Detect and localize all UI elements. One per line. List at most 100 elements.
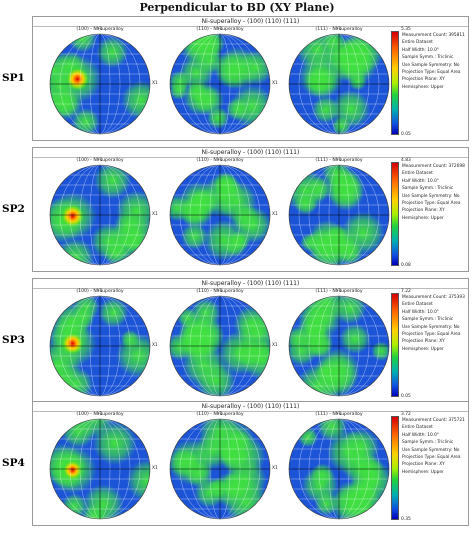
colorbar-min-label: 0.05 <box>401 394 411 399</box>
pole-figure <box>169 33 271 135</box>
y-axis-label: Y1 <box>97 158 103 163</box>
colorbar-max-label: 7.22 <box>401 289 411 294</box>
pole-figure-panel: Ni-superalloy - (100) (110) (111) (100) -… <box>32 278 469 403</box>
dataset-info-line: Use Sample Symmetry: No <box>402 324 460 330</box>
dataset-info-line: Projection Plane: XY <box>402 77 445 83</box>
colorbar <box>391 416 399 520</box>
pole-figure-title: (100) - Ni-superalloy <box>76 289 124 294</box>
dataset-info-line: Projection Plane: XY <box>402 339 445 345</box>
dataset-info-line: Sample Symm.: Triclinic <box>402 186 454 192</box>
y-axis-label: Y1 <box>217 158 223 163</box>
y-axis-label: Y1 <box>217 289 223 294</box>
colorbar-max-label: 3.72 <box>401 412 411 417</box>
dataset-info-line: Hemisphere: Upper <box>402 84 444 90</box>
panel-header: Ni-superalloy - (100) (110) (111) <box>33 148 468 158</box>
colorbar <box>391 31 399 135</box>
pole-figure-panel: Ni-superalloy - (100) (110) (111) (100) -… <box>32 147 469 272</box>
dataset-info-line: Half Width: 10.0° <box>402 178 439 184</box>
dataset-info-line: Use Sample Symmetry: No <box>402 193 460 199</box>
dataset-info-line: Half Width: 10.0° <box>402 432 439 438</box>
y-axis-label: Y1 <box>97 289 103 294</box>
colorbar-max-label: 4.83 <box>401 158 411 163</box>
dataset-info: Measurement Count: 372698 Entire Dataset H… <box>402 163 465 222</box>
dataset-info-line: Half Width: 10.0° <box>402 309 439 315</box>
pole-figure <box>288 295 390 397</box>
dataset-info-line: Entire Dataset <box>402 171 433 177</box>
dataset-info: Measurement Count: 375721 Entire Dataset H… <box>402 417 465 476</box>
pole-figure-panel: Ni-superalloy - (100) (110) (111) (100) -… <box>32 401 469 526</box>
pole-figure-title: (110) - Ni-superalloy <box>196 158 244 163</box>
dataset-info-line: Sample Symm.: Triclinic <box>402 317 454 323</box>
dataset-info-line: Sample Symm.: Triclinic <box>402 440 454 446</box>
colorbar-min-label: 0.08 <box>401 263 411 268</box>
y-axis-label: Y1 <box>97 412 103 417</box>
pole-figure <box>169 164 271 266</box>
y-axis-label: Y1 <box>336 289 342 294</box>
sample-label: SP1 <box>2 71 25 84</box>
y-axis-label: Y1 <box>217 412 223 417</box>
pole-figure-title: (100) - Ni-superalloy <box>76 412 124 417</box>
dataset-info-line: Hemisphere: Upper <box>402 469 444 475</box>
dataset-info-line: Projection Plane: XY <box>402 462 445 468</box>
dataset-info-line: Measurement Count: 375721 <box>402 418 465 423</box>
y-axis-label: Y1 <box>217 27 223 32</box>
dataset-info-line: Hemisphere: Upper <box>402 346 444 352</box>
x-axis-label: X1 <box>272 466 278 471</box>
y-axis-label: Y1 <box>97 27 103 32</box>
panel-header: Ni-superalloy - (100) (110) (111) <box>33 279 468 289</box>
dataset-info-line: Projection Type: Equal Area <box>402 455 461 461</box>
x-axis-label: X1 <box>152 466 158 471</box>
x-axis-label: X1 <box>272 81 278 86</box>
x-axis-label: X1 <box>272 343 278 348</box>
colorbar-max-label: 5.35 <box>401 27 411 32</box>
panel-header: Ni-superalloy - (100) (110) (111) <box>33 402 468 412</box>
dataset-info-line: Use Sample Symmetry: No <box>402 447 460 453</box>
x-axis-label: X1 <box>152 81 158 86</box>
pole-figure-title: (111) - Ni-superalloy <box>315 158 363 163</box>
dataset-info-line: Entire Dataset <box>402 40 433 46</box>
dataset-info-line: Entire Dataset <box>402 425 433 431</box>
pole-figure <box>49 418 151 520</box>
x-axis-label: X1 <box>272 212 278 217</box>
dataset-info-line: Measurement Count: 375393 <box>402 295 465 300</box>
dataset-info-line: Measurement Count: 372698 <box>402 164 465 169</box>
dataset-info: Measurement Count: 375393 Entire Dataset H… <box>402 294 465 353</box>
dataset-info-line: Sample Symm.: Triclinic <box>402 55 454 61</box>
sample-label: SP2 <box>2 202 25 215</box>
pole-figure <box>49 295 151 397</box>
sample-label: SP3 <box>2 333 25 346</box>
pole-figure <box>288 418 390 520</box>
x-axis-label: X1 <box>152 343 158 348</box>
y-axis-label: Y1 <box>336 27 342 32</box>
dataset-info-line: Hemisphere: Upper <box>402 215 444 221</box>
pole-figure-panel: Ni-superalloy - (100) (110) (111) (100) -… <box>32 16 469 141</box>
dataset-info: Measurement Count: 395811 Entire Dataset H… <box>402 32 465 91</box>
figure-title: Perpendicular to BD (XY Plane) <box>139 1 335 14</box>
pole-figure-title: (111) - Ni-superalloy <box>315 27 363 32</box>
pole-figure <box>169 295 271 397</box>
dataset-info-line: Projection Type: Equal Area <box>402 70 461 76</box>
pole-figure-title: (100) - Ni-superalloy <box>76 27 124 32</box>
x-axis-label: X1 <box>152 212 158 217</box>
pole-figure <box>288 33 390 135</box>
dataset-info-line: Half Width: 10.0° <box>402 47 439 53</box>
dataset-info-line: Measurement Count: 395811 <box>402 33 465 38</box>
dataset-info-line: Projection Plane: XY <box>402 208 445 214</box>
pole-figure <box>49 33 151 135</box>
colorbar <box>391 293 399 397</box>
y-axis-label: Y1 <box>336 412 342 417</box>
pole-figure-title: (111) - Ni-superalloy <box>315 289 363 294</box>
colorbar-min-label: 0.05 <box>401 132 411 137</box>
dataset-info-line: Use Sample Symmetry: No <box>402 62 460 68</box>
pole-figure <box>288 164 390 266</box>
pole-figure-title: (100) - Ni-superalloy <box>76 158 124 163</box>
pole-figure <box>169 418 271 520</box>
pole-figure-title: (110) - Ni-superalloy <box>196 412 244 417</box>
pole-figure <box>49 164 151 266</box>
colorbar <box>391 162 399 266</box>
dataset-info-line: Projection Type: Equal Area <box>402 332 461 338</box>
pole-figure-title: (110) - Ni-superalloy <box>196 27 244 32</box>
y-axis-label: Y1 <box>336 158 342 163</box>
colorbar-min-label: 0.35 <box>401 517 411 522</box>
pole-figure-title: (110) - Ni-superalloy <box>196 289 244 294</box>
